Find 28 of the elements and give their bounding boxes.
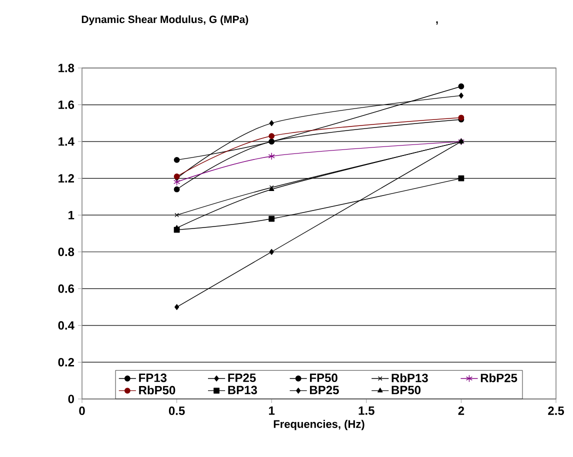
legend-label: RbP25 [480,373,518,382]
x-tick-label: 2.5 [548,406,564,416]
legend-label: FP13 [139,374,167,382]
legend-label: BP13 [228,386,258,394]
y-tick-label: 1.6 [58,100,74,110]
x-tick-label: 2 [458,406,464,415]
x-tick-label: 0 [79,406,85,416]
x-tick-label: 1 [269,406,275,415]
legend-label: BP50 [392,386,421,394]
y-tick-label: 1.8 [58,64,74,72]
y-tick-label: 0.6 [58,284,74,293]
y-tick-label: 0.4 [58,321,74,330]
x-tick-label: 0.5 [168,406,185,416]
y-tick-label: 0.8 [58,248,74,256]
y-tick-label: 1 [68,210,74,220]
y-tick-label: 1.4 [58,137,74,146]
legend-label: FP50 [310,374,338,382]
x-tick-label: 1.5 [358,406,374,415]
x-axis-title: Frequencies, (Hz) [274,420,364,430]
y-tick-label: 0.2 [58,358,74,366]
legend-label: BP25 [310,386,339,394]
y-tick-label: 0 [68,394,74,404]
text: , [436,21,438,25]
legend-label: FP25 [228,374,256,382]
chart-title: Dynamic Shear Modulus, G (MPa) [82,15,248,26]
legend-label: RbP13 [392,373,428,382]
y-tick-label: 1.2 [58,174,74,183]
legend-label: RbP50 [139,386,176,394]
